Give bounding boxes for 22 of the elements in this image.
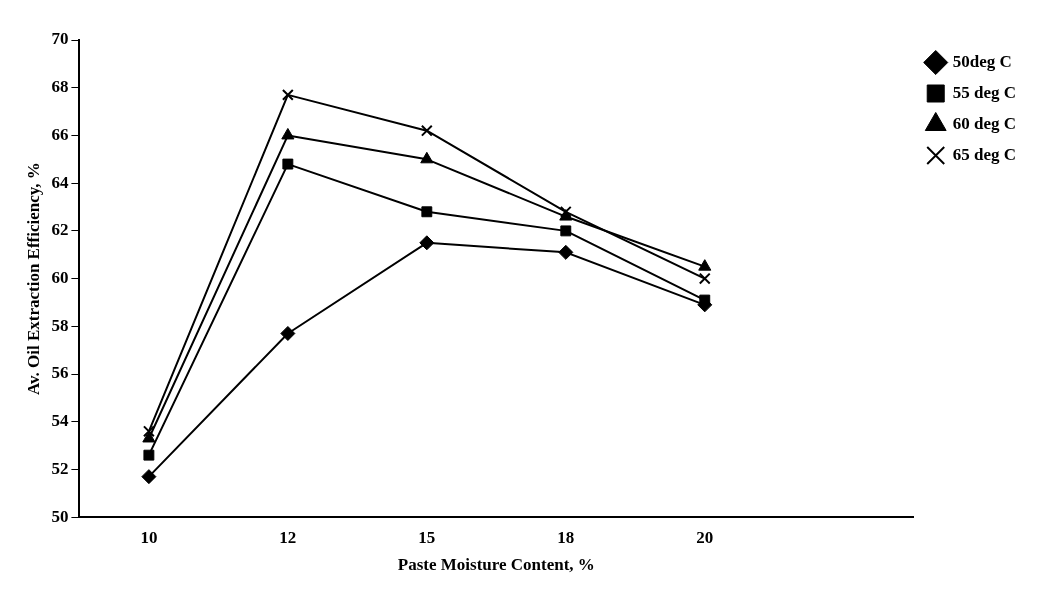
- y-tick-label: 52: [51, 458, 69, 478]
- x-tick-label: 18: [557, 527, 575, 547]
- y-tick-label: 66: [51, 124, 69, 144]
- x-tick-label: 20: [696, 527, 714, 547]
- y-tick-label: 56: [51, 363, 69, 383]
- y-tick-label: 68: [51, 77, 69, 97]
- y-tick-label: 64: [51, 172, 69, 192]
- legend-label: 55 deg C: [952, 82, 1016, 102]
- y-tick-label: 70: [51, 29, 69, 49]
- y-tick-label: 50: [51, 506, 69, 526]
- x-tick-label: 10: [140, 527, 158, 547]
- y-tick-label: 60: [51, 267, 69, 287]
- legend-label: 50deg C: [952, 51, 1012, 71]
- x-tick-label: 15: [418, 527, 436, 547]
- x-axis-title: Paste Moisture Content, %: [397, 555, 595, 575]
- y-axis-title: Av. Oil Extraction Efficiency, %: [23, 162, 43, 396]
- y-tick-label: 58: [51, 315, 69, 335]
- legend-label: 65 deg C: [952, 144, 1016, 164]
- x-tick-label: 12: [279, 527, 297, 547]
- y-tick-label: 62: [51, 220, 69, 240]
- legend-label: 60 deg C: [952, 113, 1016, 133]
- y-tick-label: 54: [51, 411, 69, 431]
